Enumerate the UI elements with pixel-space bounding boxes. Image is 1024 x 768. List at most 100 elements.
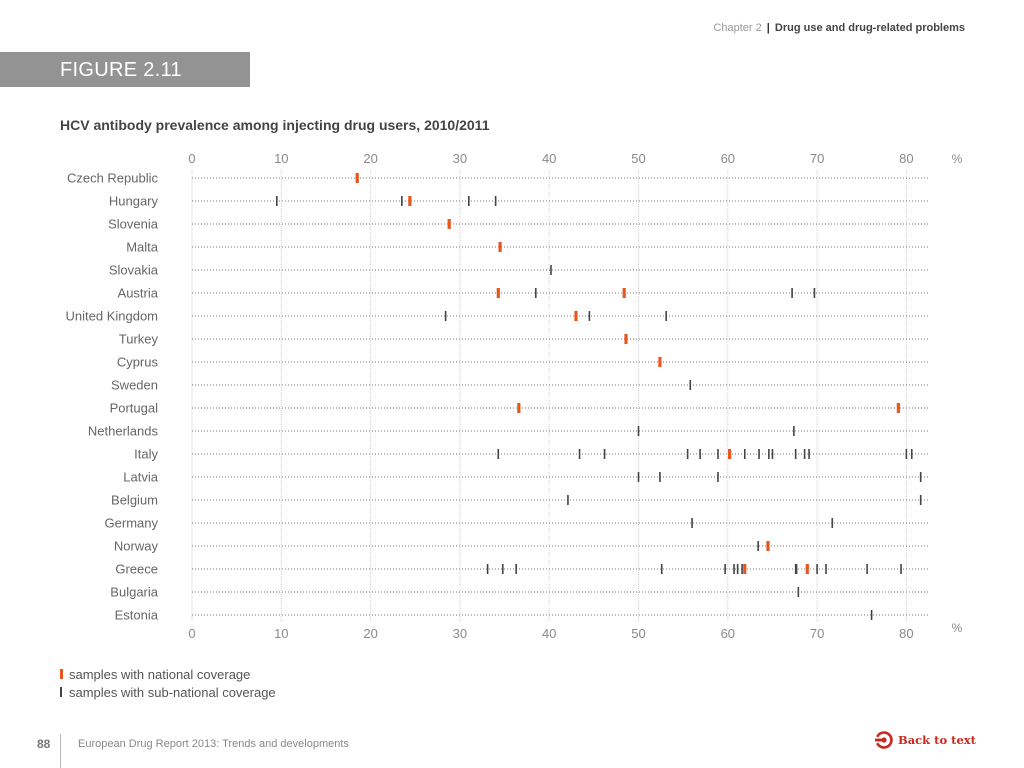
country-label: Slovakia [109, 263, 159, 278]
subnational-sample-mark [743, 449, 746, 459]
subnational-sample-mark [813, 288, 816, 298]
national-sample-mark [355, 173, 359, 183]
figure-banner: FIGURE 2.11 [0, 52, 250, 87]
subnational-sample-mark [900, 564, 902, 574]
subnational-sample-mark [741, 564, 743, 574]
x-tick-label-top: 50 [631, 151, 645, 166]
subnational-sample-mark [578, 449, 581, 459]
subnational-sample-mark [515, 564, 517, 574]
subnational-sample-mark [276, 196, 278, 206]
x-tick-label-bottom: 0 [188, 626, 195, 641]
country-label: Portugal [110, 401, 159, 416]
x-tick-label-top: 80 [899, 151, 913, 166]
page-number: 88 [37, 737, 51, 751]
x-tick-label-bottom: 30 [453, 626, 467, 641]
x-tick-label-top: 0 [188, 151, 195, 166]
subnational-sample-mark [603, 449, 606, 459]
national-sample-mark [766, 541, 770, 551]
subnational-sample-mark [768, 449, 770, 459]
subnational-sample-mark [736, 564, 739, 574]
subnational-sample-mark [795, 564, 798, 574]
legend-label-subnational: samples with sub-national coverage [69, 684, 276, 700]
back-to-text-label: Back to text [898, 733, 976, 747]
x-tick-label-top: 20 [363, 151, 377, 166]
subnational-sample-mark [689, 380, 692, 390]
figure-label: FIGURE 2.11 [60, 59, 182, 81]
country-label: Czech Republic [67, 171, 159, 186]
subnational-sample-mark [771, 449, 774, 459]
subnational-sample-mark [816, 564, 818, 574]
national-sample-mark [496, 288, 500, 298]
x-tick-label-top: 70 [810, 151, 824, 166]
country-label: Hungary [109, 194, 159, 209]
subnational-sample-mark [797, 587, 800, 597]
national-coverage-swatch [60, 669, 63, 679]
national-sample-mark [574, 311, 578, 321]
national-sample-mark [622, 288, 626, 298]
country-label: Sweden [111, 378, 158, 393]
subnational-sample-mark [550, 265, 552, 275]
subnational-sample-mark [686, 449, 689, 459]
subnational-sample-mark [870, 610, 873, 620]
chart-title: HCV antibody prevalence among injecting … [60, 117, 490, 133]
unit-label-bottom: % [952, 621, 963, 635]
country-label: Slovenia [108, 217, 159, 232]
legend-label-national: samples with national coverage [69, 666, 251, 682]
national-sample-mark [447, 219, 451, 229]
header-separator: | [766, 22, 770, 34]
national-sample-mark [658, 357, 662, 367]
national-sample-mark [408, 196, 412, 206]
subnational-sample-mark [717, 472, 719, 482]
country-label: Belgium [111, 493, 158, 508]
x-tick-label-bottom: 80 [899, 626, 913, 641]
subnational-sample-mark [791, 288, 793, 298]
x-tick-label-top: 10 [274, 151, 288, 166]
subnational-sample-mark [717, 449, 719, 459]
chapter-header: Chapter 2 | Drug use and drug-related pr… [713, 22, 965, 34]
national-sample-mark [896, 403, 900, 413]
subnational-sample-mark [497, 449, 500, 459]
national-sample-mark [498, 242, 502, 252]
country-label: Austria [118, 286, 159, 301]
country-label: Netherlands [88, 424, 159, 439]
subnational-sample-mark [825, 564, 827, 574]
subnational-sample-mark [905, 449, 908, 459]
country-label: Italy [134, 447, 158, 462]
back-to-text-link[interactable]: Back to text [875, 731, 976, 749]
subnational-sample-mark [808, 449, 810, 459]
national-sample-mark [517, 403, 521, 413]
subnational-sample-mark [758, 449, 760, 459]
country-label: Norway [114, 539, 159, 554]
chapter-label: Chapter 2 [713, 22, 762, 34]
subnational-sample-mark [501, 564, 504, 574]
subnational-sample-mark [444, 311, 447, 321]
section-title: Drug use and drug-related problems [774, 22, 965, 34]
unit-label-top: % [952, 152, 963, 166]
subnational-sample-mark [637, 472, 640, 482]
x-tick-label-bottom: 20 [363, 626, 377, 641]
x-tick-label-top: 60 [721, 151, 735, 166]
x-tick-label-bottom: 40 [542, 626, 556, 641]
subnational-sample-mark [793, 426, 795, 436]
legend-item-national: samples with national coverage [60, 665, 276, 683]
subnational-sample-mark [691, 518, 693, 528]
country-label: Estonia [115, 608, 159, 623]
subnational-sample-mark [660, 564, 663, 574]
footer-divider [60, 734, 61, 768]
x-tick-label-bottom: 60 [721, 626, 735, 641]
subnational-sample-mark [637, 426, 640, 436]
country-label: United Kingdom [66, 309, 159, 324]
subnational-sample-mark [699, 449, 701, 459]
legend-item-subnational: samples with sub-national coverage [60, 683, 276, 701]
subnational-sample-mark [831, 518, 834, 528]
country-label: Turkey [119, 332, 159, 347]
subnational-sample-mark [919, 495, 922, 505]
country-label: Cyprus [117, 355, 159, 370]
country-label: Germany [105, 516, 159, 531]
subnational-coverage-swatch [60, 687, 62, 697]
subnational-sample-mark [588, 311, 591, 321]
subnational-sample-mark [665, 311, 667, 321]
country-label: Greece [115, 562, 158, 577]
subnational-sample-mark [724, 564, 726, 574]
